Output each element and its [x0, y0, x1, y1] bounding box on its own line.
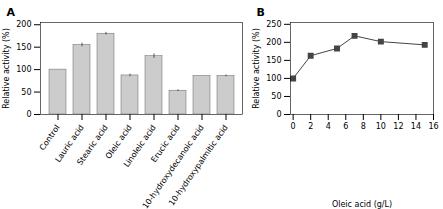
svg-text:4: 4 — [326, 122, 331, 131]
svg-text:A: A — [7, 6, 16, 19]
svg-text:10: 10 — [376, 122, 386, 131]
svg-text:Oleic acid: Oleic acid — [103, 123, 134, 161]
svg-text:50: 50 — [21, 88, 31, 97]
svg-text:100: 100 — [16, 65, 31, 74]
svg-text:200: 200 — [266, 38, 281, 47]
svg-text:150: 150 — [16, 43, 31, 52]
svg-text:8: 8 — [361, 122, 366, 131]
svg-text:200: 200 — [16, 20, 31, 29]
svg-text:6: 6 — [343, 122, 348, 131]
svg-text:Erucic acid: Erucic acid — [149, 123, 182, 165]
svg-text:Relative activity (%): Relative activity (%) — [2, 28, 11, 109]
svg-text:0: 0 — [276, 110, 281, 119]
svg-text:250: 250 — [266, 20, 281, 29]
svg-text:Control: Control — [38, 123, 62, 152]
svg-text:50: 50 — [271, 92, 281, 101]
svg-text:14: 14 — [411, 122, 421, 131]
svg-text:0: 0 — [291, 122, 296, 131]
svg-text:Relative activity (%): Relative activity (%) — [252, 28, 261, 109]
svg-text:2: 2 — [308, 122, 313, 131]
svg-text:Oleic acid (g/L): Oleic acid (g/L) — [332, 200, 392, 209]
svg-text:10-hydroxypalmitic acid: 10-hydroxypalmitic acid — [167, 123, 230, 207]
svg-text:Stearic acid: Stearic acid — [75, 123, 109, 167]
svg-text:Linoleic acid: Linoleic acid — [121, 123, 158, 169]
svg-text:0: 0 — [26, 110, 31, 119]
svg-text:Lauric acid: Lauric acid — [53, 123, 86, 164]
svg-text:150: 150 — [266, 56, 281, 65]
svg-text:B: B — [257, 6, 265, 19]
svg-text:16: 16 — [428, 122, 438, 131]
svg-text:100: 100 — [266, 74, 281, 83]
svg-text:12: 12 — [393, 122, 403, 131]
